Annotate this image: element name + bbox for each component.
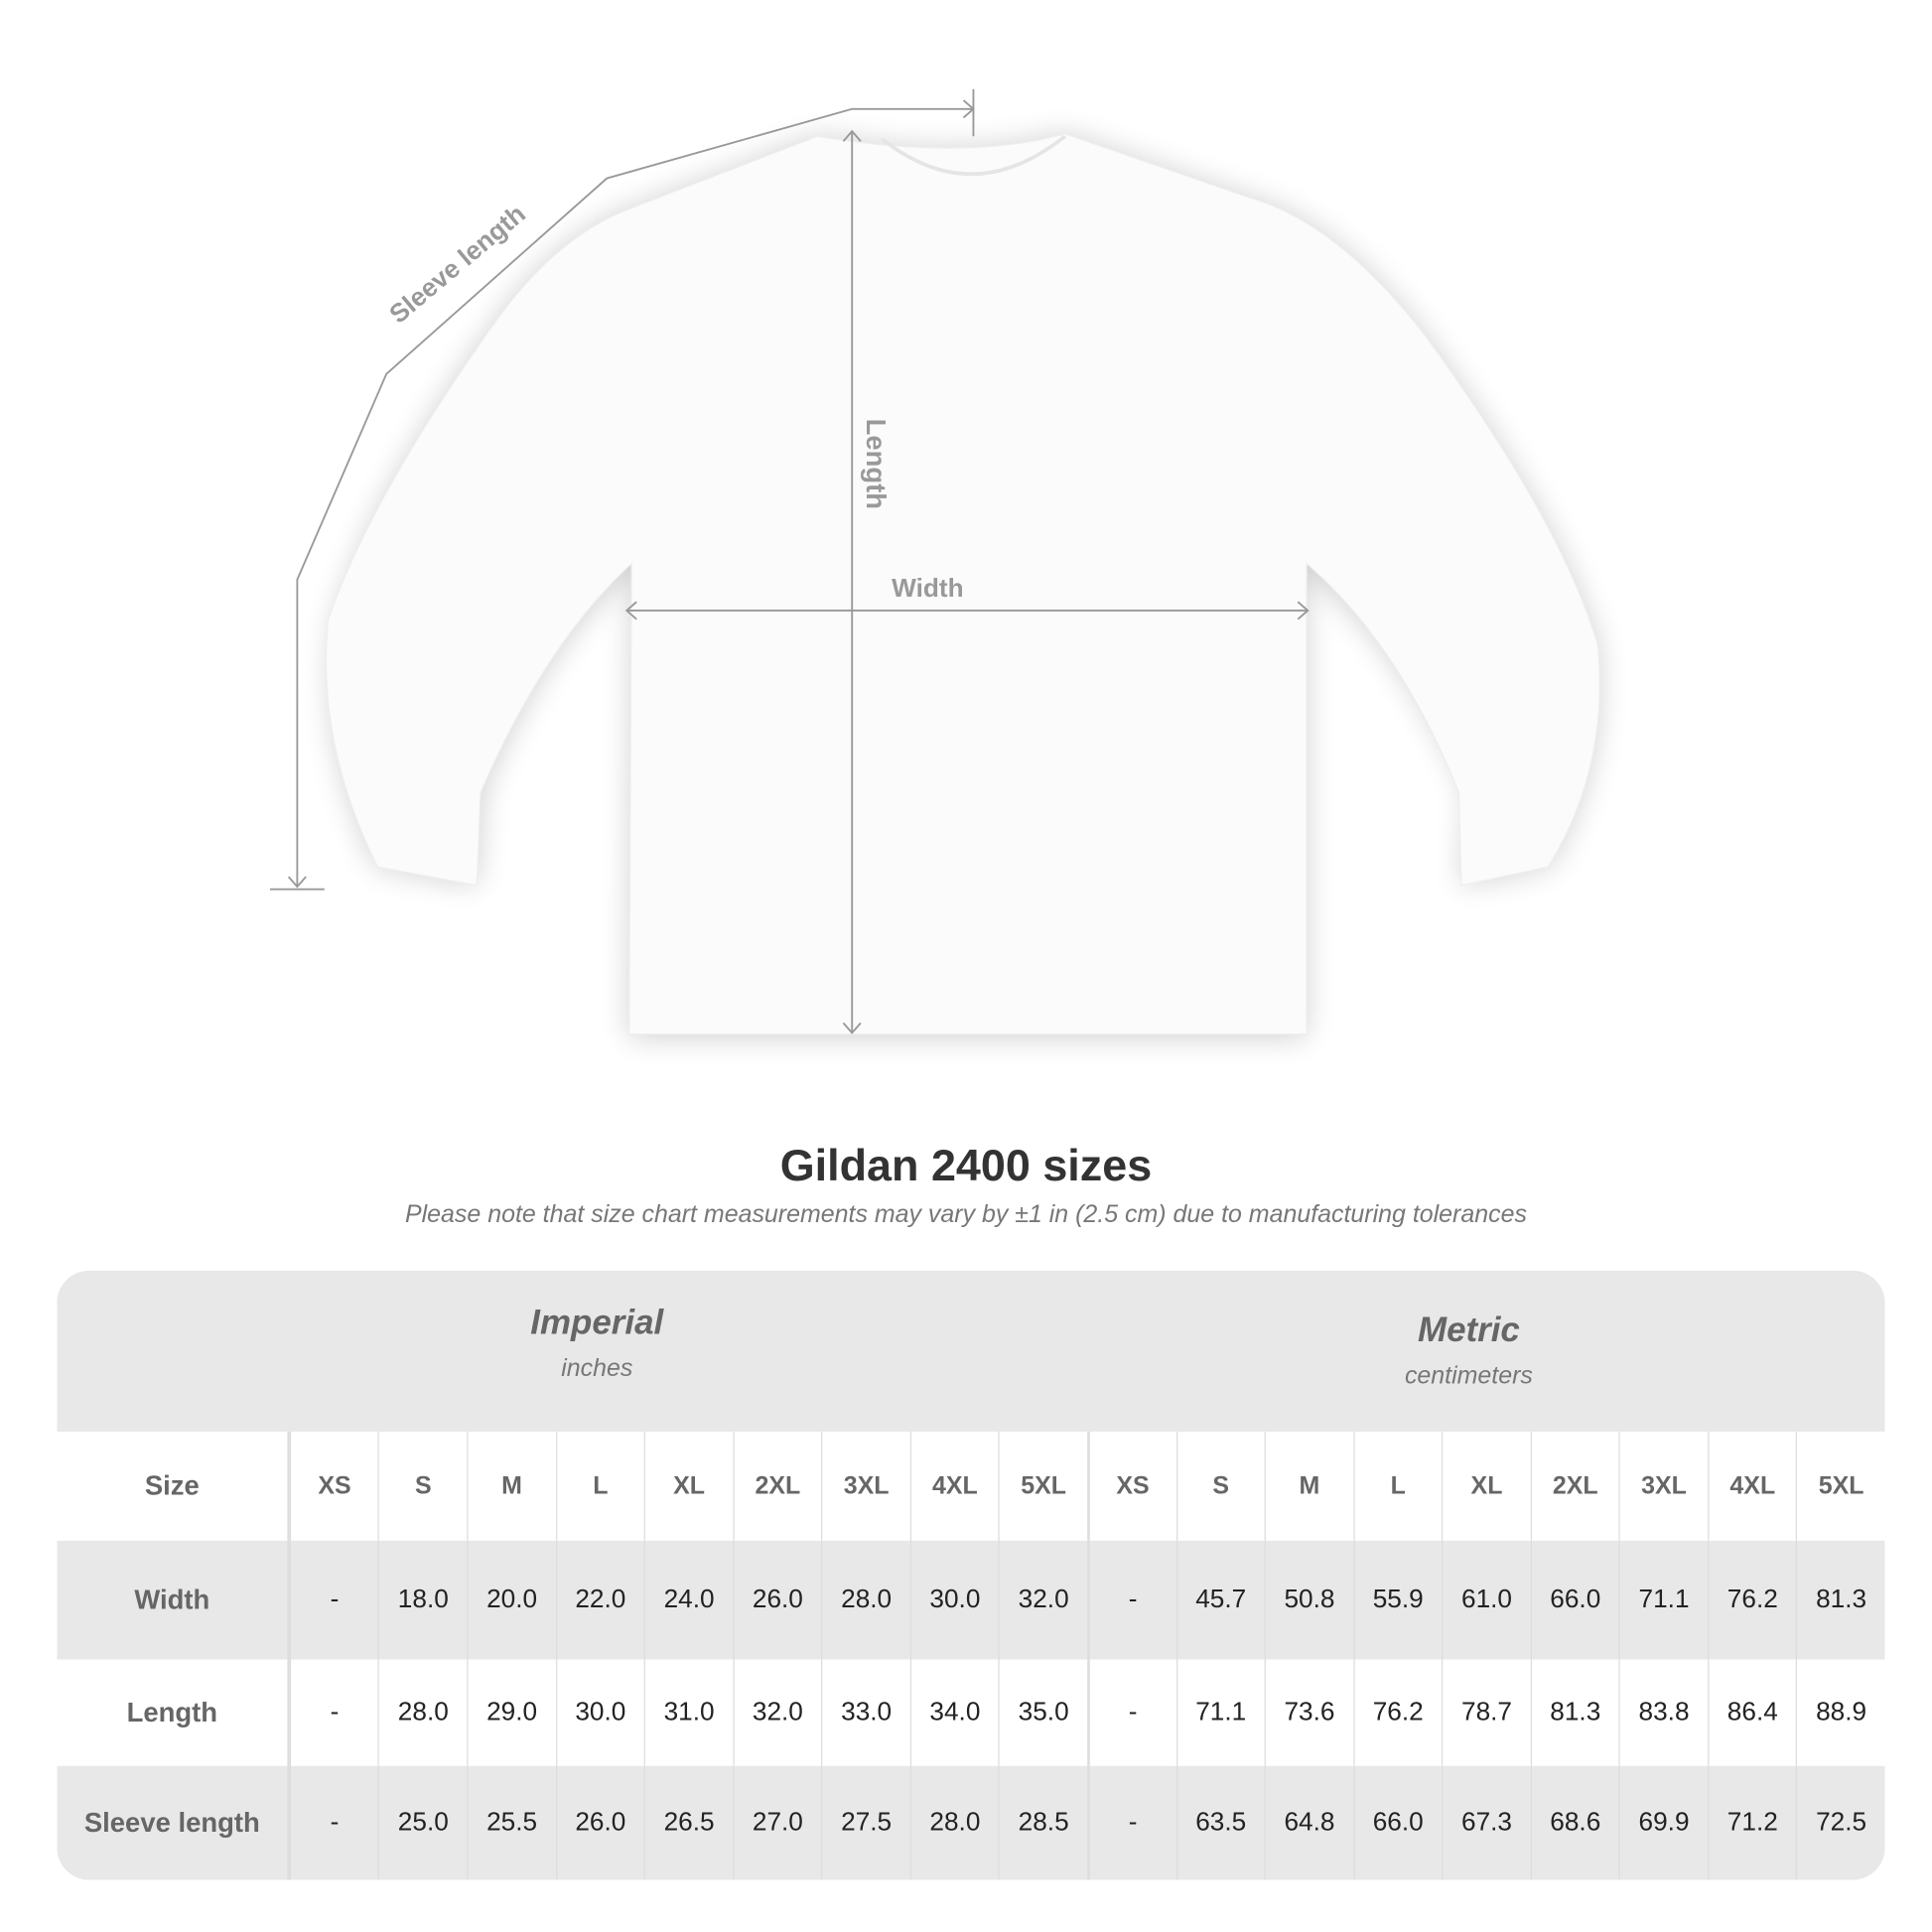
table-cell: 71.1 (1618, 1540, 1708, 1660)
table-cell: 26.0 (733, 1540, 821, 1660)
table-cell: 66.0 (1530, 1540, 1619, 1660)
table-cell: 3XL (1618, 1431, 1708, 1541)
table-row: Sleeve length -25.0 25.5 26.0 26.5 27.0 27.5 28… (57, 1765, 1885, 1880)
row-label: Width (57, 1540, 290, 1660)
table-cell: 33.0 (821, 1659, 909, 1766)
table-cell: 71.1 (1175, 1659, 1264, 1766)
table-cell: 2XL (733, 1431, 821, 1541)
table-cell: 26.0 (555, 1765, 644, 1880)
table-cell: 72.5 (1796, 1765, 1884, 1880)
row-label: Sleeve length (57, 1765, 290, 1880)
table-row: Width -18.0 20.0 22.0 24.0 26.0 28.0 30.0 32.0-4… (57, 1540, 1885, 1660)
table-cell: 2XL (1530, 1431, 1619, 1541)
table-cell: 30.0 (555, 1659, 644, 1766)
metric-header: Metric centimeters (1221, 1311, 1717, 1391)
tolerance-note: Please note that size chart measurements… (404, 1200, 1527, 1229)
table-cell: 71.2 (1708, 1765, 1796, 1880)
table-cell: 81.3 (1530, 1659, 1619, 1766)
table-cell: 3XL (821, 1431, 909, 1541)
table-cell: - (289, 1765, 378, 1880)
table-cell: 88.9 (1796, 1659, 1884, 1766)
table-cell: 5XL (1796, 1431, 1884, 1541)
table-cell: 69.9 (1618, 1765, 1708, 1880)
table-cell: - (289, 1540, 378, 1660)
table-cell: XS (289, 1431, 378, 1541)
table-cell: 86.4 (1708, 1659, 1796, 1766)
table-cell: 4XL (1708, 1431, 1796, 1541)
table-cell: 55.9 (1352, 1540, 1442, 1660)
table-cell: XS (1087, 1431, 1175, 1541)
table-cell: 76.2 (1352, 1659, 1442, 1766)
table-cell: 24.0 (643, 1540, 733, 1660)
row-label: Length (57, 1659, 290, 1766)
table-cell: 66.0 (1352, 1765, 1442, 1880)
table-cell: 73.6 (1264, 1659, 1353, 1766)
table-cell: 34.0 (909, 1659, 999, 1766)
width-label: Width (892, 573, 963, 603)
table-cell: 81.3 (1796, 1540, 1884, 1660)
table-cell: 32.0 (733, 1659, 821, 1766)
table-cell: S (378, 1431, 467, 1541)
table-cell: 29.0 (467, 1659, 555, 1766)
table-cell: - (1087, 1765, 1175, 1880)
row-label: Size (57, 1431, 290, 1541)
table-cell: 30.0 (909, 1540, 999, 1660)
table-cell: 27.0 (733, 1765, 821, 1880)
table-cell: XL (643, 1431, 733, 1541)
table-cell: 20.0 (467, 1540, 555, 1660)
table-cell: 31.0 (643, 1659, 733, 1766)
table-cell: 61.0 (1442, 1540, 1530, 1660)
table-cell: - (1087, 1540, 1175, 1660)
length-label: Length (861, 419, 892, 509)
imperial-unit: inches (561, 1354, 633, 1383)
table-cell: 25.0 (378, 1765, 467, 1880)
table-cell: 28.0 (378, 1659, 467, 1766)
table-cell: 76.2 (1708, 1540, 1796, 1660)
table-cell: 27.5 (821, 1765, 909, 1880)
table-cell: 25.5 (467, 1765, 555, 1880)
table-cell: 26.5 (643, 1765, 733, 1880)
table-cell: 45.7 (1175, 1540, 1264, 1660)
table-cell: S (1175, 1431, 1264, 1541)
table-cell: 50.8 (1264, 1540, 1353, 1660)
imperial-title: Imperial (530, 1303, 664, 1341)
table-cell: 64.8 (1264, 1765, 1353, 1880)
size-table: Imperial inches Metric centimeters Size XS S… (57, 1270, 1885, 1880)
table-header: Imperial inches Metric centimeters (57, 1270, 1885, 1432)
page-title: Gildan 2400 sizes (779, 1139, 1153, 1190)
table-cell: 35.0 (998, 1659, 1087, 1766)
table-cell: - (1087, 1659, 1175, 1766)
table-cell: 68.6 (1530, 1765, 1619, 1880)
table-cell: 32.0 (998, 1540, 1087, 1660)
table-cell: L (1352, 1431, 1442, 1541)
table-row: Length -28.0 29.0 30.0 31.0 32.0 33.0 34.0 35.0-… (57, 1659, 1884, 1766)
table-cell: 28.0 (821, 1540, 909, 1660)
table-cell: 28.5 (998, 1765, 1087, 1880)
table-cell: 5XL (998, 1431, 1087, 1541)
table-cell: 67.3 (1442, 1765, 1530, 1880)
metric-unit: centimeters (1404, 1362, 1533, 1390)
imperial-header: Imperial inches (349, 1303, 845, 1383)
table-cell: M (1264, 1431, 1353, 1541)
table-cell: 4XL (909, 1431, 999, 1541)
metric-title: Metric (1417, 1310, 1520, 1349)
table-cell: 63.5 (1175, 1765, 1264, 1880)
shirt-shape (325, 133, 1600, 1035)
size-header-row: Size XS S M L XL 2XL 3XL 4XL 5XL XS S M L XL 2XL 3XL 4XL 5… (57, 1431, 1884, 1541)
table-cell: 18.0 (378, 1540, 467, 1660)
table-cell: 78.7 (1442, 1659, 1530, 1766)
table-cell: 22.0 (555, 1540, 644, 1660)
table-cell: 83.8 (1618, 1659, 1708, 1766)
table-cell: - (289, 1659, 378, 1766)
measure-lines (269, 88, 1310, 1035)
table-cell: M (467, 1431, 555, 1541)
shirt-diagram: Sleeve length Length Width (269, 88, 1600, 1038)
table-cell: 28.0 (909, 1765, 999, 1880)
table-cell: L (555, 1431, 644, 1541)
table-cell: XL (1442, 1431, 1530, 1541)
